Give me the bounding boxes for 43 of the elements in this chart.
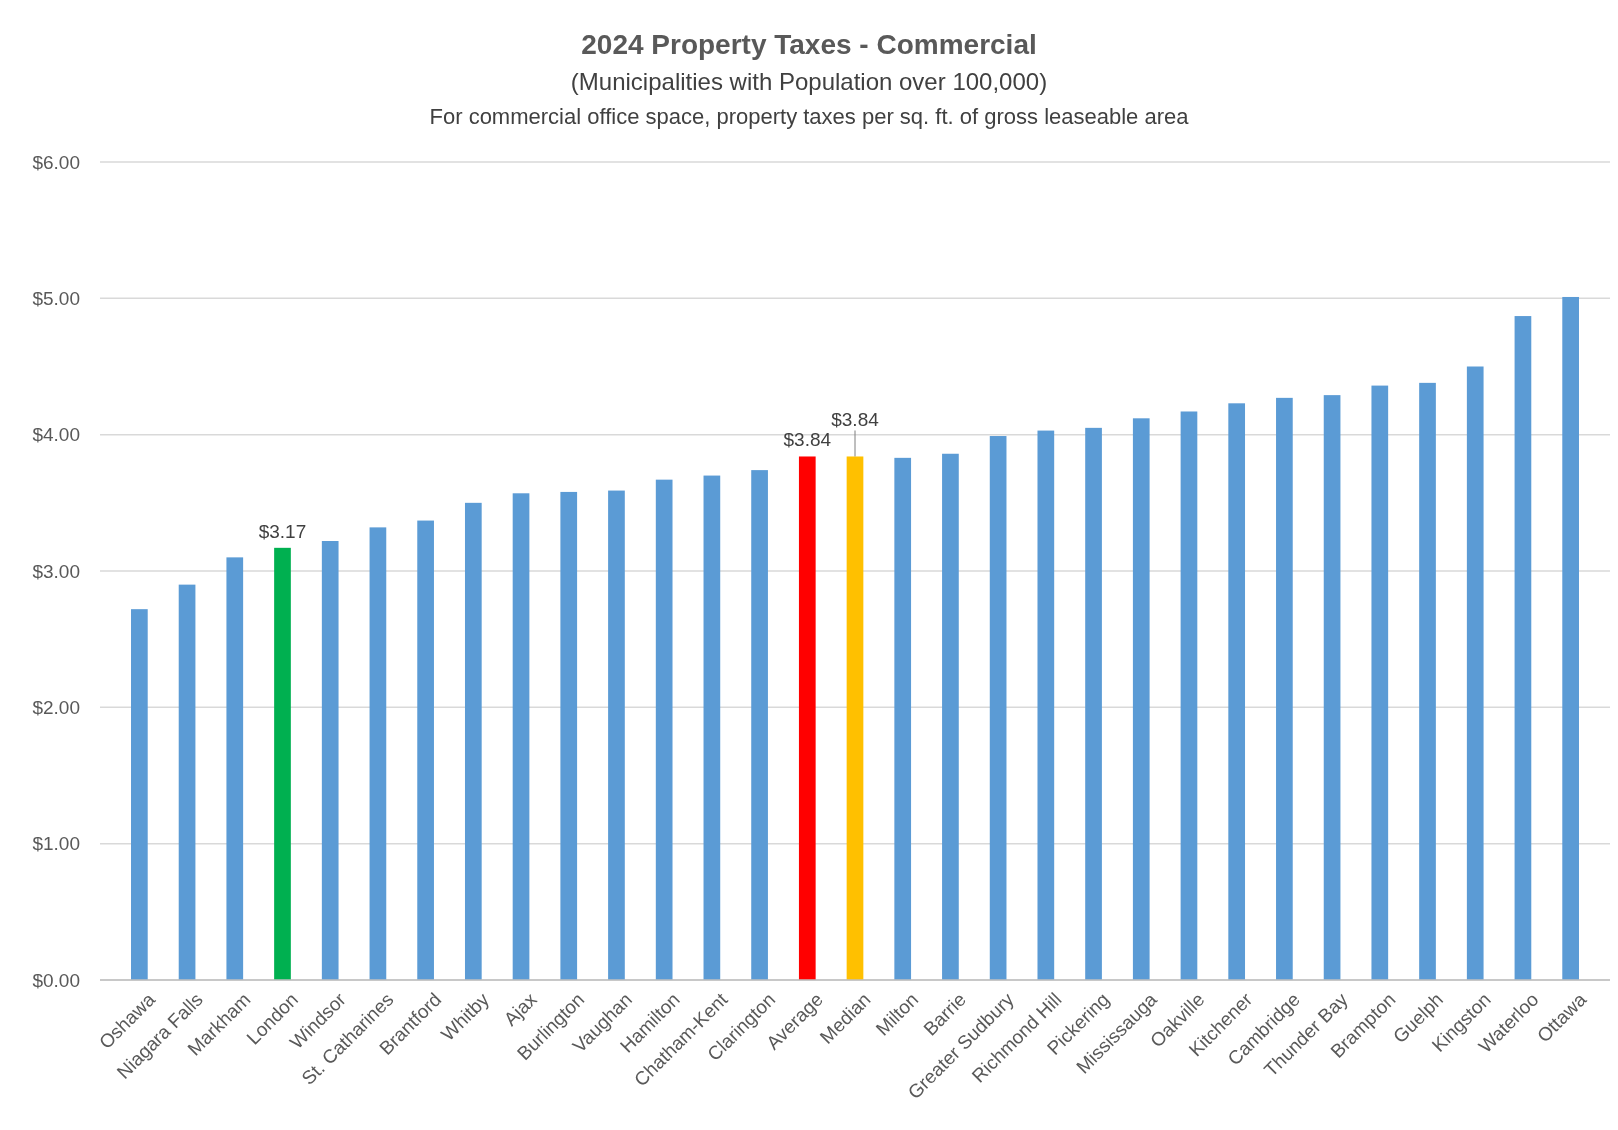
y-tick-label: $5.00 [32,287,80,309]
chart-title: 2024 Property Taxes - Commercial [581,29,1037,60]
bar [1466,366,1484,980]
bar [512,493,530,980]
bar [321,541,339,980]
bar [1562,296,1579,980]
y-tick-label: $4.00 [32,424,80,446]
data-label: $3.84 [783,429,832,451]
bar [226,557,244,980]
chart-subtitle: (Municipalities with Population over 100,000) For commercial office space, property taxes per sq. ft. of gross leaseable area [429,68,1190,129]
bar [1276,397,1293,980]
bar [703,475,721,980]
bar [1132,418,1150,980]
bar [274,547,291,980]
y-tick-label: $0.00 [32,969,80,991]
bar [417,520,434,980]
bar [1180,411,1198,980]
bar [942,453,959,980]
bar [369,527,387,980]
y-tick-label: $1.00 [32,833,80,855]
bar [1371,385,1389,980]
bar [751,470,768,980]
bar [131,609,148,980]
bar [1228,403,1246,980]
bar [655,479,673,980]
bar [1323,395,1341,980]
y-tick-label: $6.00 [32,151,80,173]
bar [1085,427,1102,980]
bar [560,491,578,980]
bar [608,490,625,980]
bar [1037,430,1055,980]
bar [1514,316,1532,980]
data-label: $3.17 [258,520,307,542]
bar [178,584,196,980]
bar [846,456,864,980]
bar [1419,382,1436,980]
bar [798,456,816,980]
y-tick-label: $2.00 [32,696,80,718]
bar [989,436,1007,980]
data-label: $3.84 [831,409,880,431]
bar [894,457,912,980]
bar [464,502,482,980]
y-tick-label: $3.00 [32,560,80,582]
